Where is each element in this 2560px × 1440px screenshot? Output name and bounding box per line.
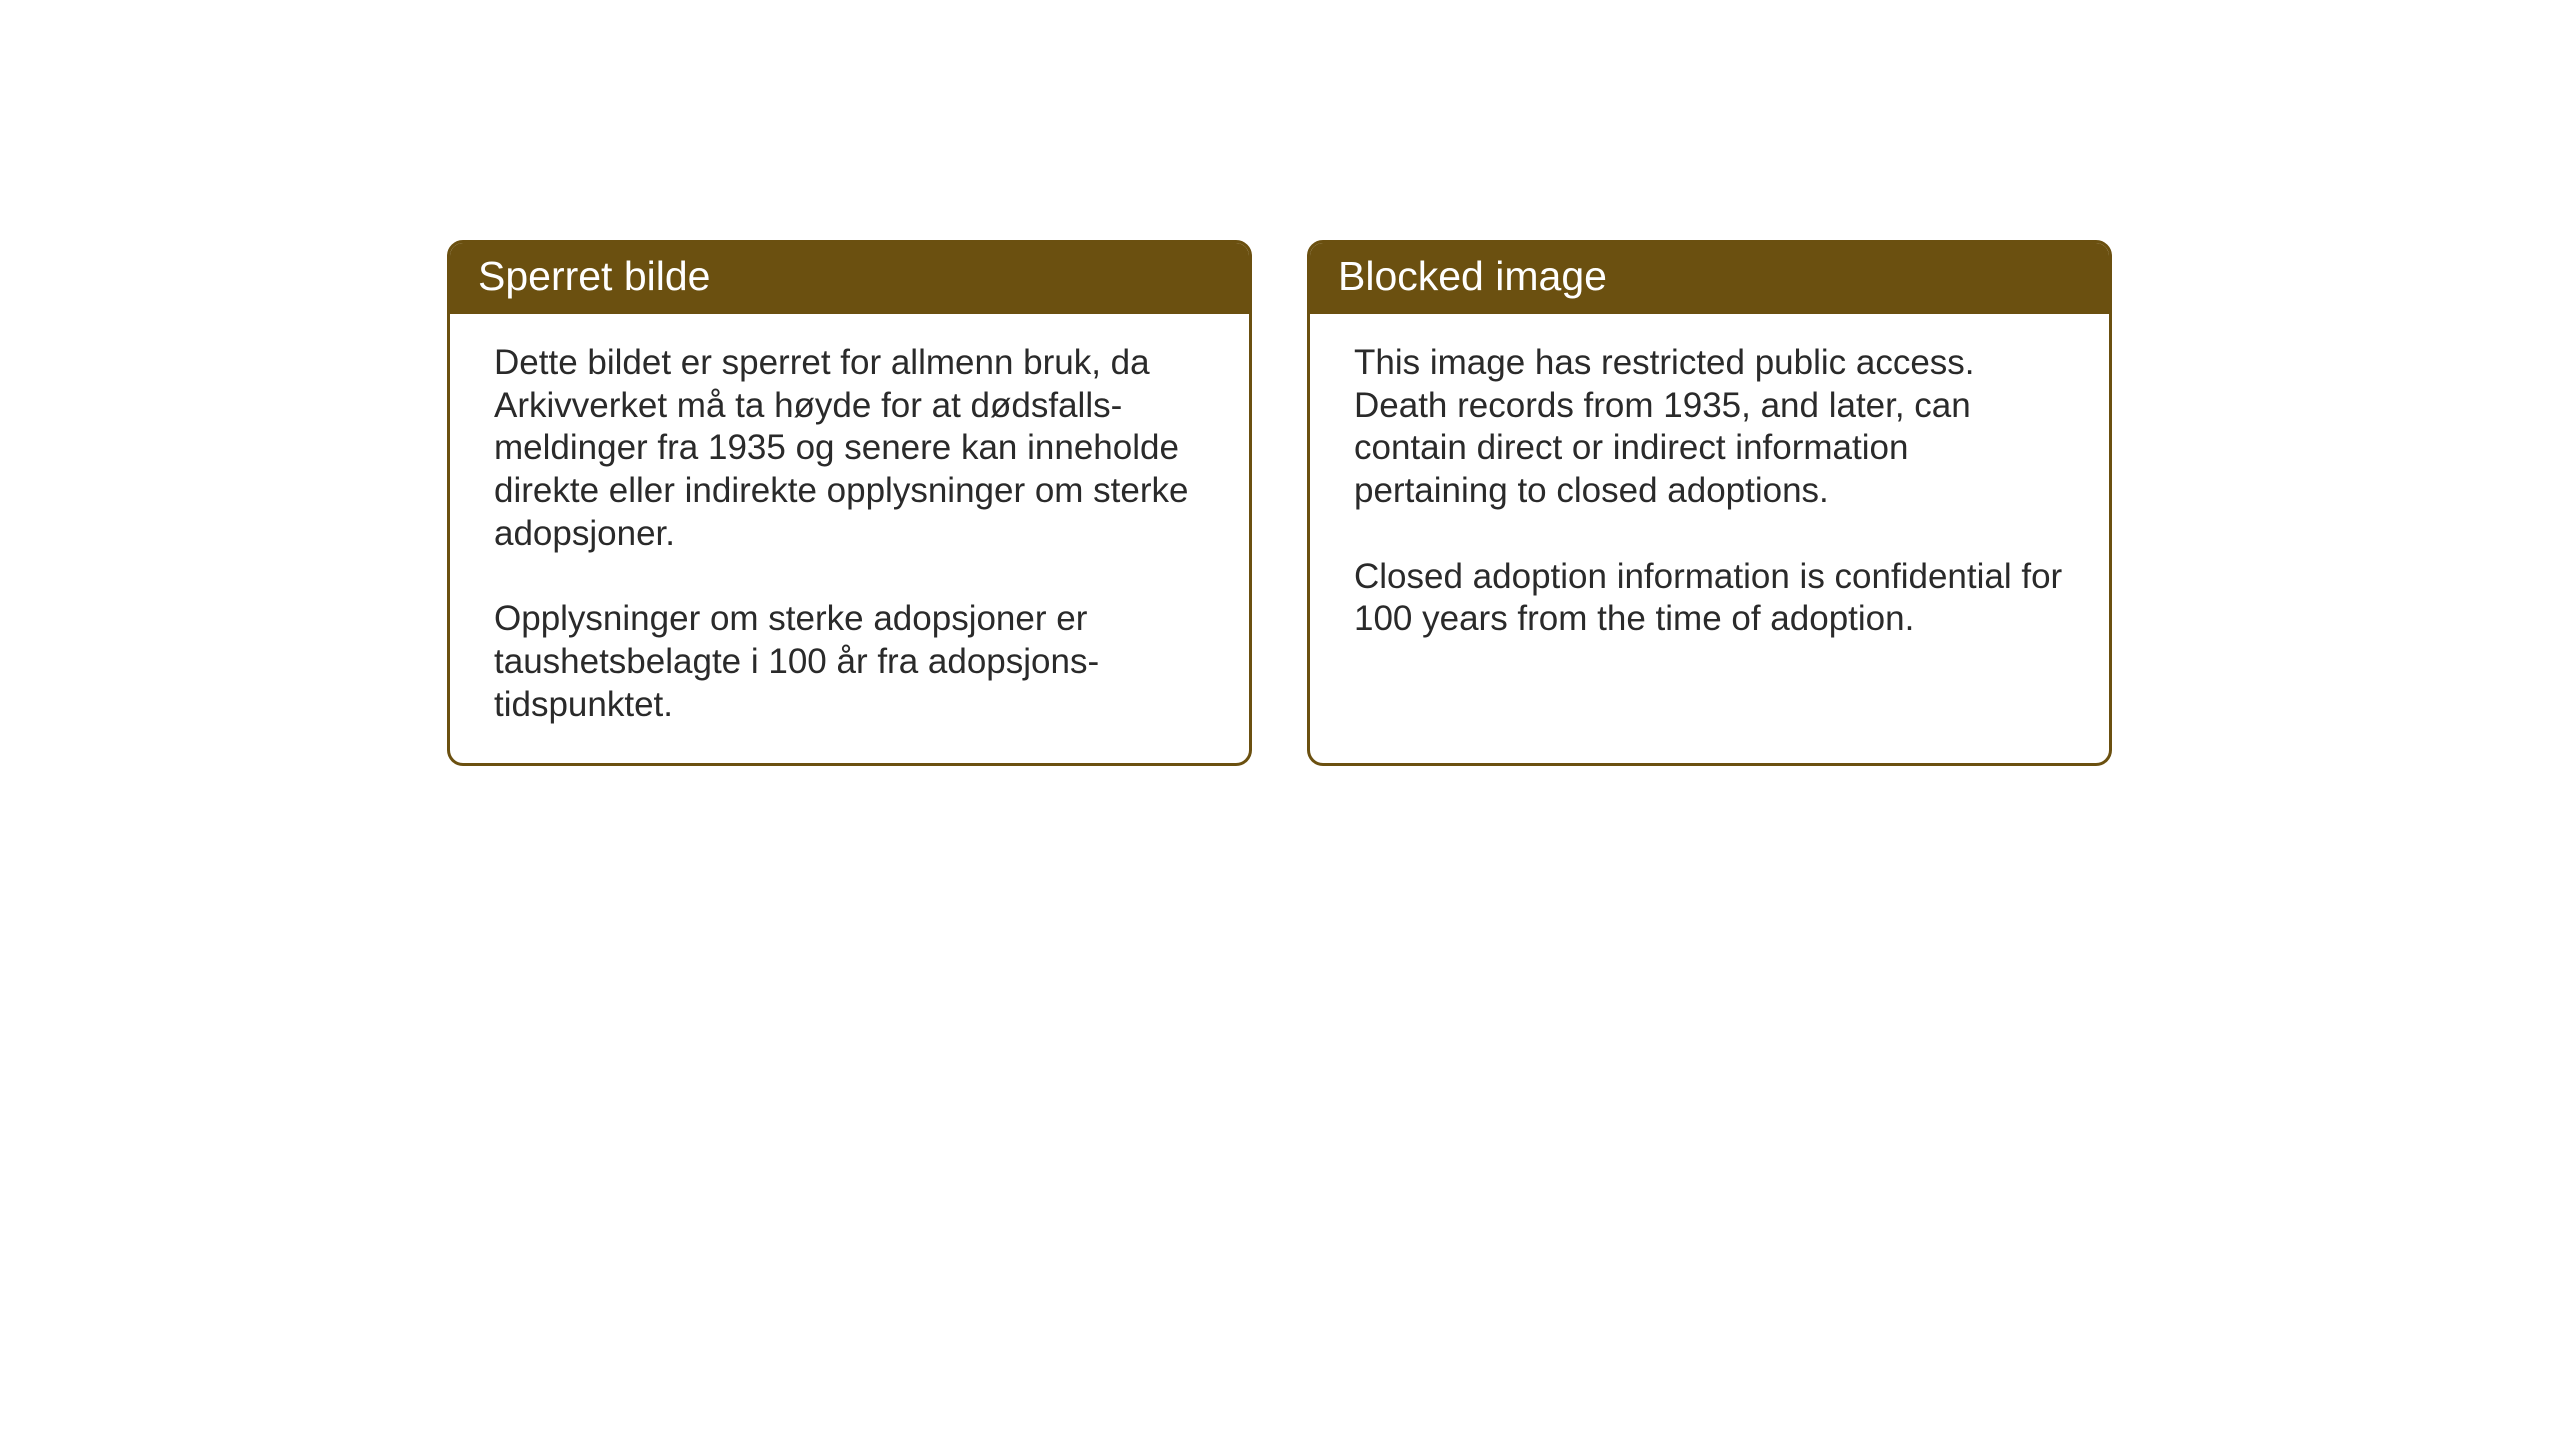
card-body-norwegian: Dette bildet er sperret for allmenn bruk… (450, 314, 1249, 763)
paragraph-norwegian-2: Opplysninger om sterke adopsjoner er tau… (494, 598, 1205, 726)
card-header-norwegian: Sperret bilde (450, 243, 1249, 314)
notice-container: Sperret bilde Dette bildet er sperret fo… (447, 240, 2112, 766)
notice-card-norwegian: Sperret bilde Dette bildet er sperret fo… (447, 240, 1252, 766)
paragraph-english-1: This image has restricted public access.… (1354, 342, 2065, 513)
paragraph-english-2: Closed adoption information is confident… (1354, 556, 2065, 641)
paragraph-norwegian-1: Dette bildet er sperret for allmenn bruk… (494, 342, 1205, 555)
card-header-english: Blocked image (1310, 243, 2109, 314)
card-title-norwegian: Sperret bilde (478, 253, 710, 299)
notice-card-english: Blocked image This image has restricted … (1307, 240, 2112, 766)
card-body-english: This image has restricted public access.… (1310, 314, 2109, 677)
card-title-english: Blocked image (1338, 253, 1607, 299)
